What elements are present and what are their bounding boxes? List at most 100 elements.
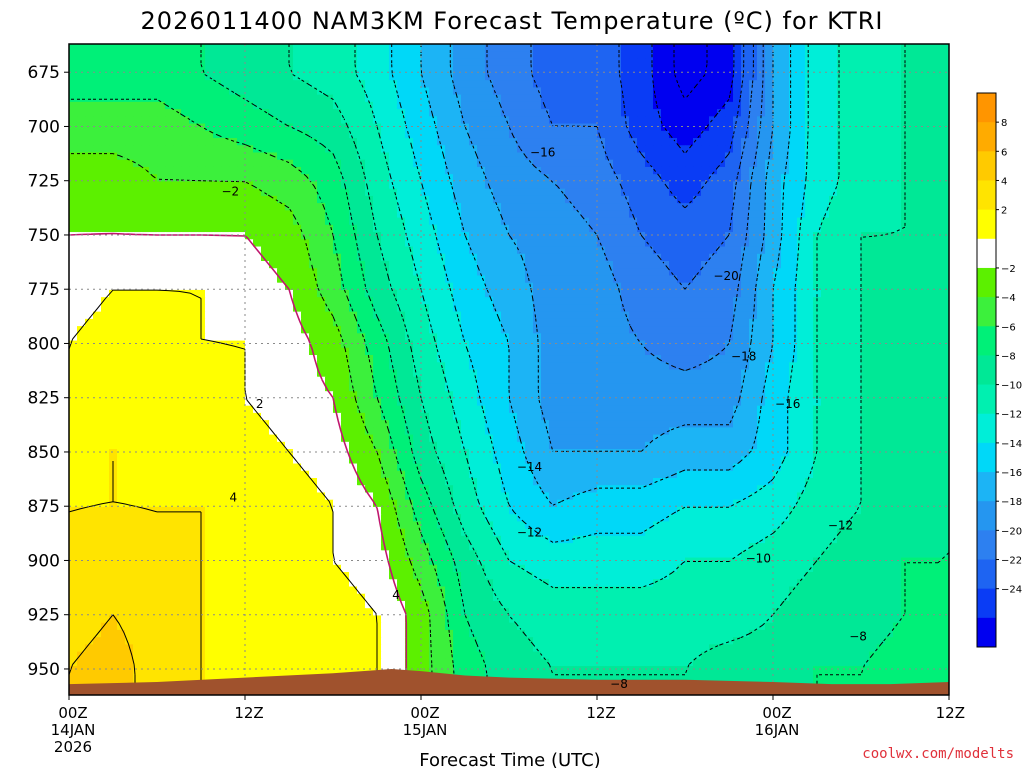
field-cell bbox=[573, 210, 582, 219]
field-cell bbox=[661, 159, 670, 168]
field-cell bbox=[549, 181, 558, 190]
field-cell bbox=[165, 101, 174, 110]
field-cell bbox=[941, 268, 949, 277]
field-cell bbox=[757, 311, 766, 320]
field-cell bbox=[717, 362, 726, 371]
field-cell bbox=[893, 289, 902, 298]
field-cell bbox=[77, 58, 86, 67]
field-cell bbox=[685, 174, 694, 183]
field-cell bbox=[325, 275, 334, 284]
field-cell bbox=[565, 174, 574, 183]
field-cell bbox=[317, 188, 326, 197]
field-cell bbox=[677, 304, 686, 313]
field-cell bbox=[765, 355, 774, 363]
field-cell bbox=[485, 159, 494, 168]
field-cell bbox=[853, 210, 862, 219]
field-cell bbox=[525, 138, 534, 146]
field-cell bbox=[285, 159, 294, 168]
field-cell bbox=[645, 304, 654, 313]
field-cell bbox=[133, 268, 142, 277]
field-cell bbox=[165, 159, 174, 168]
field-cell bbox=[549, 116, 558, 125]
field-cell bbox=[589, 94, 598, 103]
field-cell bbox=[117, 275, 126, 284]
field-cell bbox=[173, 138, 182, 146]
field-cell bbox=[837, 311, 846, 320]
field-cell bbox=[413, 318, 422, 327]
field-cell bbox=[77, 347, 86, 356]
field-cell bbox=[229, 369, 238, 378]
field-cell bbox=[485, 138, 494, 146]
field-cell bbox=[461, 362, 470, 371]
field-cell bbox=[173, 94, 182, 103]
field-cell bbox=[109, 304, 118, 313]
field-cell bbox=[525, 297, 534, 305]
field-cell bbox=[349, 65, 358, 74]
field-cell bbox=[853, 246, 862, 255]
field-cell bbox=[117, 261, 126, 269]
field-cell bbox=[477, 80, 486, 88]
field-cell bbox=[749, 94, 758, 103]
field-cell bbox=[149, 268, 158, 277]
field-cell bbox=[517, 362, 526, 371]
field-cell bbox=[645, 109, 654, 117]
field-cell bbox=[437, 268, 446, 277]
field-cell bbox=[469, 152, 478, 161]
field-cell bbox=[709, 152, 718, 161]
field-cell bbox=[269, 166, 278, 175]
field-cell bbox=[421, 326, 430, 334]
field-cell bbox=[405, 347, 414, 356]
field-cell bbox=[629, 51, 638, 60]
field-cell bbox=[245, 94, 254, 103]
field-cell bbox=[189, 130, 198, 139]
field-cell bbox=[85, 188, 94, 197]
field-cell bbox=[189, 275, 198, 284]
field-cell bbox=[237, 304, 246, 313]
field-cell bbox=[573, 297, 582, 305]
field-cell bbox=[837, 166, 846, 175]
field-cell bbox=[269, 253, 278, 262]
field-cell bbox=[589, 166, 598, 175]
field-cell bbox=[581, 80, 590, 88]
field-cell bbox=[829, 347, 838, 356]
field-cell bbox=[469, 232, 478, 240]
field-cell bbox=[213, 44, 222, 52]
field-cell bbox=[181, 246, 190, 255]
field-cell bbox=[853, 123, 862, 132]
field-cell bbox=[173, 101, 182, 110]
field-cell bbox=[565, 72, 574, 81]
field-cell bbox=[101, 203, 110, 211]
field-cell bbox=[917, 188, 926, 197]
field-cell bbox=[101, 94, 110, 103]
field-cell bbox=[877, 239, 886, 248]
field-cell bbox=[317, 44, 326, 52]
field-cell bbox=[485, 130, 494, 139]
field-cell bbox=[461, 94, 470, 103]
field-cell bbox=[357, 253, 366, 262]
field-cell bbox=[917, 80, 926, 88]
field-cell bbox=[469, 145, 478, 154]
field-cell bbox=[381, 340, 390, 349]
field-cell bbox=[509, 355, 518, 363]
field-cell bbox=[725, 232, 734, 240]
field-cell bbox=[893, 65, 902, 74]
field-cell bbox=[357, 130, 366, 139]
field-cell bbox=[829, 101, 838, 110]
field-cell bbox=[749, 65, 758, 74]
field-cell bbox=[869, 130, 878, 139]
field-cell bbox=[765, 65, 774, 74]
field-cell bbox=[357, 232, 366, 240]
field-cell bbox=[685, 297, 694, 305]
field-cell bbox=[165, 304, 174, 313]
field-cell bbox=[269, 326, 278, 334]
field-cell bbox=[693, 109, 702, 117]
field-cell bbox=[821, 326, 830, 334]
field-cell bbox=[733, 289, 742, 298]
field-cell bbox=[925, 282, 934, 291]
field-cell bbox=[717, 58, 726, 67]
field-cell bbox=[685, 253, 694, 262]
field-cell bbox=[237, 318, 246, 327]
field-cell bbox=[661, 101, 670, 110]
field-cell bbox=[837, 80, 846, 88]
field-cell bbox=[853, 109, 862, 117]
